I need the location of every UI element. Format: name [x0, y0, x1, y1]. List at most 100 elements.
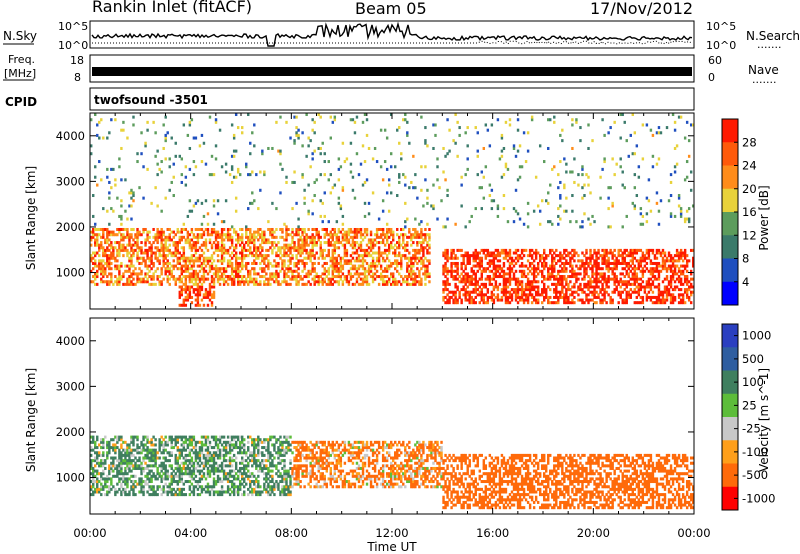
data-cell — [152, 277, 155, 281]
data-cell — [154, 131, 157, 135]
data-cell — [601, 259, 604, 263]
data-cell — [122, 272, 125, 276]
data-cell — [182, 301, 186, 305]
data-cell — [160, 238, 163, 242]
data-cell — [116, 282, 119, 286]
data-cell — [232, 280, 236, 284]
data-cell — [289, 248, 292, 252]
data-cell — [579, 285, 582, 289]
data-cell — [299, 238, 302, 242]
data-cell — [446, 259, 449, 263]
data-cell — [379, 251, 383, 255]
data-cell — [373, 233, 377, 237]
data-cell — [683, 248, 687, 252]
data-cell — [367, 251, 371, 255]
data-cell — [369, 243, 373, 247]
data-cell — [156, 241, 159, 245]
data-cell — [379, 227, 383, 231]
data-cell — [424, 139, 427, 143]
data-cell — [526, 298, 530, 302]
data-cell — [204, 293, 208, 297]
data-cell — [281, 235, 284, 239]
data-cell — [373, 277, 377, 281]
data-cell — [484, 267, 488, 271]
data-cell — [230, 261, 234, 265]
data-cell — [222, 282, 226, 286]
data-cell — [104, 280, 107, 284]
data-cell — [484, 282, 488, 286]
data-cell — [522, 254, 526, 258]
data-cell — [285, 120, 288, 124]
data-cell — [462, 288, 465, 292]
data-cell — [158, 456, 161, 460]
data-cell — [98, 160, 101, 164]
data-cell — [136, 251, 139, 255]
data-cell — [683, 264, 687, 268]
data-cell — [383, 160, 387, 164]
data-cell — [303, 264, 306, 268]
data-cell — [148, 248, 151, 252]
data-cell — [106, 264, 109, 268]
data-cell — [236, 238, 240, 242]
data-cell — [619, 157, 622, 161]
data-cell — [327, 254, 330, 258]
data-cell — [180, 280, 184, 284]
data-cell — [685, 275, 689, 279]
data-cell — [506, 277, 510, 281]
data-cell — [295, 261, 298, 265]
data-cell — [482, 175, 486, 179]
data-cell — [547, 201, 550, 205]
data-cell — [291, 180, 294, 184]
velocity-data-cells — [90, 435, 695, 510]
data-cell — [490, 207, 494, 211]
data-cell — [494, 282, 498, 286]
data-cell — [595, 301, 598, 305]
data-cell — [90, 243, 93, 247]
data-cell — [633, 288, 637, 292]
data-cell — [108, 487, 111, 491]
data-cell — [186, 233, 190, 237]
data-cell — [92, 275, 95, 279]
data-cell — [482, 196, 486, 200]
data-cell — [347, 261, 351, 265]
data-cell — [601, 277, 604, 281]
data-cell — [168, 435, 171, 439]
data-cell — [162, 146, 165, 150]
data-cell — [339, 261, 343, 265]
data-cell — [607, 293, 610, 297]
data-cell — [180, 269, 184, 273]
data-cell — [122, 487, 125, 491]
data-cell — [271, 241, 274, 245]
data-cell — [144, 474, 147, 478]
data-cell — [144, 264, 147, 268]
data-cell — [156, 233, 159, 237]
data-cell — [456, 285, 459, 289]
data-cell — [607, 261, 610, 265]
data-cell — [162, 254, 165, 258]
data-cell — [234, 230, 238, 234]
data-cell — [496, 259, 500, 263]
data-cell — [458, 133, 461, 137]
data-cell — [532, 280, 536, 284]
data-cell — [247, 248, 250, 252]
data-cell — [408, 256, 411, 260]
data-cell — [595, 267, 598, 271]
data-cell — [168, 157, 171, 161]
data-cell — [218, 282, 222, 286]
data-cell — [162, 443, 165, 447]
data-cell — [170, 435, 173, 439]
data-cell — [514, 251, 518, 255]
data-cell — [605, 290, 608, 294]
data-cell — [555, 261, 558, 265]
data-cell — [470, 269, 473, 273]
data-cell — [293, 170, 296, 174]
data-cell — [96, 275, 99, 279]
data-cell — [116, 464, 119, 468]
data-cell — [251, 277, 254, 281]
data-cell — [488, 277, 492, 281]
data-cell — [571, 267, 574, 271]
data-cell — [341, 214, 345, 218]
data-cell — [587, 264, 590, 268]
data-cell — [241, 275, 244, 279]
data-cell — [633, 275, 637, 279]
